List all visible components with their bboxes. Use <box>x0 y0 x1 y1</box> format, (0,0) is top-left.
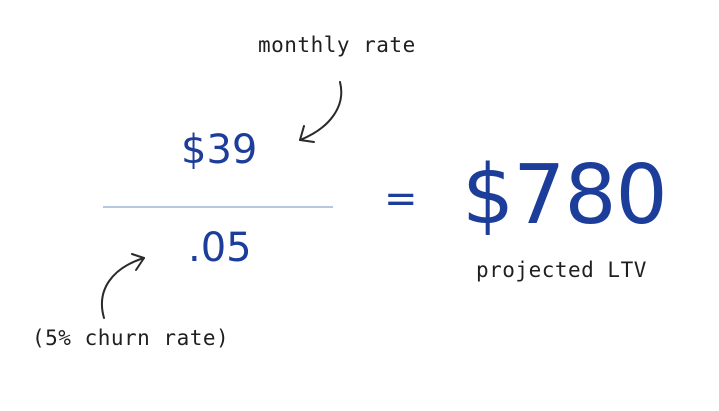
equals-sign: = <box>384 176 418 222</box>
churn-rate-arrow-icon <box>101 253 145 319</box>
projected-ltv-label: projected LTV <box>476 258 647 282</box>
monthly-rate-arrow-icon <box>299 81 343 143</box>
monthly-rate-label: monthly rate <box>258 33 416 57</box>
churn-rate-label: (5% churn rate) <box>32 326 230 350</box>
numerator-value: $39 <box>181 127 258 173</box>
fraction-divider <box>103 206 333 208</box>
denominator-value: .05 <box>188 225 252 271</box>
result-value: $780 <box>462 148 668 243</box>
